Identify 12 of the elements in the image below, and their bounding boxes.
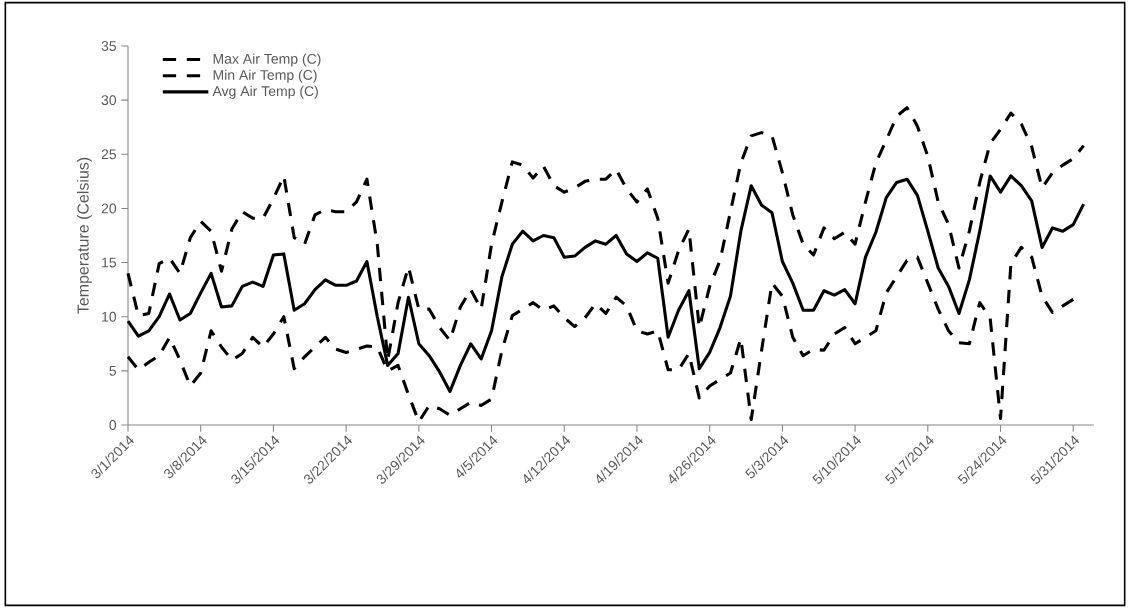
y-tick-label: 20 (101, 203, 117, 214)
y-tick-label: 35 (101, 41, 117, 51)
y-tick-label: 5 (109, 365, 117, 376)
legend-label: Min Air Temp (C) (213, 69, 317, 83)
y-axis-title: Temperature (Celsius) (77, 157, 92, 314)
y-tick-label: 10 (102, 311, 117, 322)
legend-label: Avg Air Temp (C) (212, 85, 318, 99)
legend-label: Max Air Temp (C) (213, 53, 321, 67)
y-tick-label: 30 (101, 95, 117, 106)
y-tick-label: 15 (102, 257, 117, 268)
y-tick-label: 25 (101, 149, 117, 160)
y-tick-label: 0 (109, 420, 117, 430)
